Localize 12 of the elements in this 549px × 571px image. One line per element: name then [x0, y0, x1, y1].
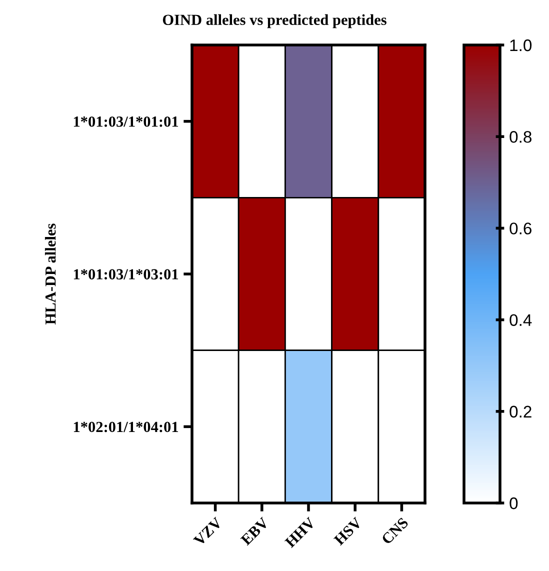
color-bar-label: 0.2: [510, 406, 532, 418]
color-bar-label: 1.0: [510, 39, 532, 52]
y-tick-label: 1*01:03/1*01:01: [74, 116, 178, 127]
color-bar-label: 0.8: [510, 131, 532, 143]
color-bar-label: 0: [510, 497, 518, 510]
y-tick-label: 1*02:01/1*04:01: [74, 422, 178, 432]
x-tick-label: CNS: [380, 516, 409, 545]
y-tick-label: 1*01:03/1*03:01: [74, 269, 178, 280]
color-bar-label: 0.6: [510, 222, 532, 234]
y-axis-title: HLA-DP alleles: [44, 224, 56, 324]
color-bar-label: 0.4: [510, 314, 532, 326]
chart-title: OIND alleles vs predicted peptides: [162, 14, 386, 28]
